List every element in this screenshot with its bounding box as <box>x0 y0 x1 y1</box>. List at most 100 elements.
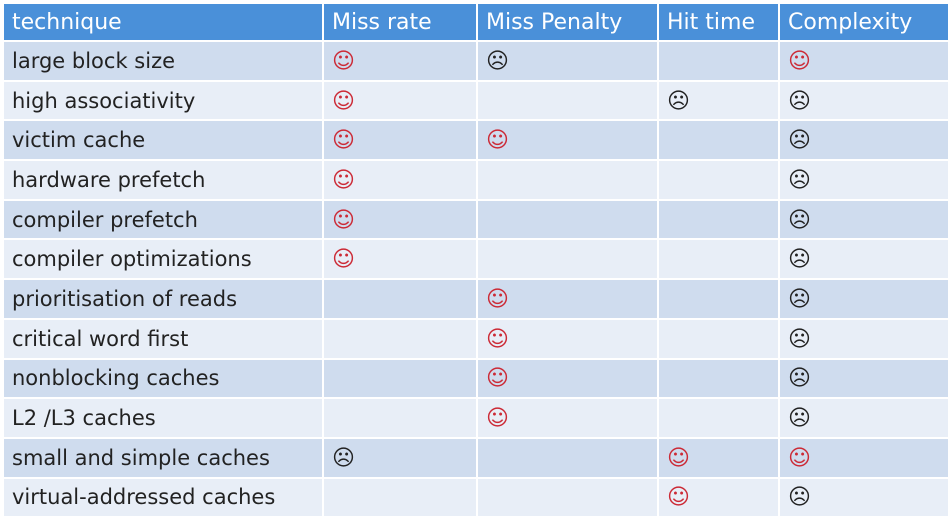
table-row: victim cache ☺ ☺ ☹ <box>2 119 950 162</box>
smiley-face-icon: ☺ <box>486 406 509 432</box>
miss-penalty-cell: ☺ <box>476 317 659 360</box>
frowning-face-icon: ☹ <box>486 48 509 74</box>
hit-time-cell <box>657 119 780 162</box>
smiley-face-icon: ☺ <box>667 445 690 471</box>
technique-cell: small and simple caches <box>2 436 324 479</box>
technique-cell: large block size <box>2 40 324 82</box>
table-row: compiler prefetch ☺ ☹ <box>2 198 950 241</box>
technique-cell: L2 /L3 caches <box>2 397 324 439</box>
smiley-face-icon: ☺ <box>486 366 509 392</box>
frowning-face-icon: ☹ <box>788 207 811 233</box>
column-header-miss-rate: Miss rate <box>322 2 478 42</box>
miss-penalty-cell <box>476 238 659 281</box>
smiley-face-icon: ☺ <box>332 167 355 193</box>
smiley-face-icon: ☺ <box>486 286 509 312</box>
smiley-face-icon: ☺ <box>332 88 355 114</box>
complexity-cell: ☹ <box>778 397 950 439</box>
table-row: small and simple caches ☹ ☺ ☺ <box>2 436 950 479</box>
miss-rate-cell: ☺ <box>322 79 478 122</box>
table-row: L2 /L3 caches ☺ ☹ <box>2 397 950 439</box>
table-row: high associativity ☺ ☹ ☹ <box>2 79 950 122</box>
miss-penalty-cell: ☺ <box>476 278 659 320</box>
miss-rate-cell: ☺ <box>322 40 478 82</box>
miss-penalty-cell <box>476 198 659 241</box>
frowning-face-icon: ☹ <box>788 406 811 432</box>
technique-cell: compiler prefetch <box>2 198 324 241</box>
miss-penalty-cell: ☹ <box>476 40 659 82</box>
table-row: virtual-addressed caches ☺ ☹ <box>2 476 950 518</box>
miss-rate-cell: ☺ <box>322 159 478 201</box>
hit-time-cell <box>657 278 780 320</box>
frowning-face-icon: ☹ <box>788 366 811 392</box>
miss-penalty-cell <box>476 476 659 518</box>
complexity-cell: ☹ <box>778 119 950 162</box>
frowning-face-icon: ☹ <box>788 326 811 352</box>
miss-rate-cell: ☹ <box>322 436 478 479</box>
technique-cell: compiler optimizations <box>2 238 324 281</box>
miss-rate-cell <box>322 476 478 518</box>
complexity-cell: ☹ <box>778 238 950 281</box>
technique-cell: virtual-addressed caches <box>2 476 324 518</box>
complexity-cell: ☹ <box>778 476 950 518</box>
smiley-face-icon: ☺ <box>788 48 811 74</box>
miss-rate-cell <box>322 397 478 439</box>
column-header-hit-time: Hit time <box>657 2 780 42</box>
column-header-technique: technique <box>2 2 324 42</box>
technique-cell: victim cache <box>2 119 324 162</box>
table-row: nonblocking caches ☺ ☹ <box>2 357 950 400</box>
frowning-face-icon: ☹ <box>788 88 811 114</box>
technique-cell: hardware prefetch <box>2 159 324 201</box>
complexity-cell: ☺ <box>778 40 950 82</box>
hit-time-cell: ☺ <box>657 436 780 479</box>
hit-time-cell: ☹ <box>657 79 780 122</box>
frowning-face-icon: ☹ <box>788 247 811 273</box>
miss-rate-cell <box>322 317 478 360</box>
miss-rate-cell: ☺ <box>322 198 478 241</box>
hit-time-cell <box>657 159 780 201</box>
frowning-face-icon: ☹ <box>788 128 811 154</box>
miss-penalty-cell <box>476 159 659 201</box>
technique-cell: critical word first <box>2 317 324 360</box>
hit-time-cell <box>657 357 780 400</box>
complexity-cell: ☹ <box>778 198 950 241</box>
miss-penalty-cell: ☺ <box>476 357 659 400</box>
hit-time-cell <box>657 238 780 281</box>
column-header-miss-penalty: Miss Penalty <box>476 2 659 42</box>
smiley-face-icon: ☺ <box>486 326 509 352</box>
technique-cell: high associativity <box>2 79 324 122</box>
table-body: large block size ☺ ☹ ☺ high associativity ☺ ☹ ☹… <box>2 40 950 518</box>
complexity-cell: ☹ <box>778 357 950 400</box>
miss-rate-cell: ☺ <box>322 119 478 162</box>
smiley-face-icon: ☺ <box>332 128 355 154</box>
smiley-face-icon: ☺ <box>332 48 355 74</box>
complexity-cell: ☹ <box>778 79 950 122</box>
hit-time-cell <box>657 317 780 360</box>
miss-penalty-cell <box>476 436 659 479</box>
frowning-face-icon: ☹ <box>667 88 690 114</box>
table-row: hardware prefetch ☺ ☹ <box>2 159 950 201</box>
hit-time-cell <box>657 198 780 241</box>
miss-rate-cell <box>322 357 478 400</box>
table-row: critical word first ☺ ☹ <box>2 317 950 360</box>
complexity-cell: ☹ <box>778 278 950 320</box>
table-row: large block size ☺ ☹ ☺ <box>2 40 950 82</box>
header-row: technique Miss rate Miss Penalty Hit tim… <box>2 2 950 42</box>
frowning-face-icon: ☹ <box>332 445 355 471</box>
complexity-cell: ☺ <box>778 436 950 479</box>
smiley-face-icon: ☺ <box>332 247 355 273</box>
smiley-face-icon: ☺ <box>486 128 509 154</box>
table-row: prioritisation of reads ☺ ☹ <box>2 278 950 320</box>
hit-time-cell: ☺ <box>657 476 780 518</box>
technique-cell: nonblocking caches <box>2 357 324 400</box>
miss-penalty-cell: ☺ <box>476 397 659 439</box>
frowning-face-icon: ☹ <box>788 485 811 511</box>
frowning-face-icon: ☹ <box>788 286 811 312</box>
table-header: technique Miss rate Miss Penalty Hit tim… <box>2 2 950 42</box>
complexity-cell: ☹ <box>778 159 950 201</box>
miss-penalty-cell: ☺ <box>476 119 659 162</box>
hit-time-cell <box>657 397 780 439</box>
frowning-face-icon: ☹ <box>788 167 811 193</box>
smiley-face-icon: ☺ <box>667 485 690 511</box>
miss-penalty-cell <box>476 79 659 122</box>
